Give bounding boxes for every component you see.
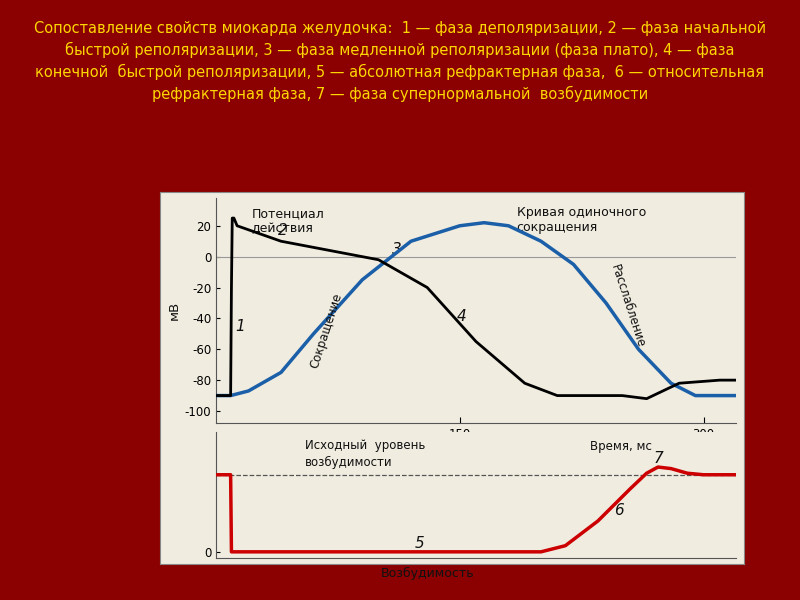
Text: 5: 5 — [414, 536, 424, 551]
Text: Возбудимость: Возбудимость — [381, 567, 474, 580]
Text: Кривая одиночного
сокращения: Кривая одиночного сокращения — [517, 206, 646, 234]
Text: 4: 4 — [457, 310, 466, 325]
Text: Исходный  уровень
возбудимости: Исходный уровень возбудимости — [306, 439, 426, 469]
Text: Сокращение: Сокращение — [308, 292, 345, 370]
Text: 3: 3 — [391, 242, 402, 257]
Y-axis label: мВ: мВ — [167, 301, 180, 320]
Text: Потенциал
действия: Потенциал действия — [252, 207, 325, 235]
Text: 2: 2 — [278, 223, 287, 238]
Text: Расслабление: Расслабление — [607, 263, 646, 349]
Text: 1: 1 — [235, 319, 246, 334]
Text: Время, мс: Время, мс — [590, 440, 652, 453]
Text: 6: 6 — [614, 503, 624, 518]
Text: Сопоставление свойств миокарда желудочка:  1 — фаза деполяризации, 2 — фаза нача: Сопоставление свойств миокарда желудочка… — [34, 21, 766, 102]
Text: 7: 7 — [653, 451, 663, 466]
